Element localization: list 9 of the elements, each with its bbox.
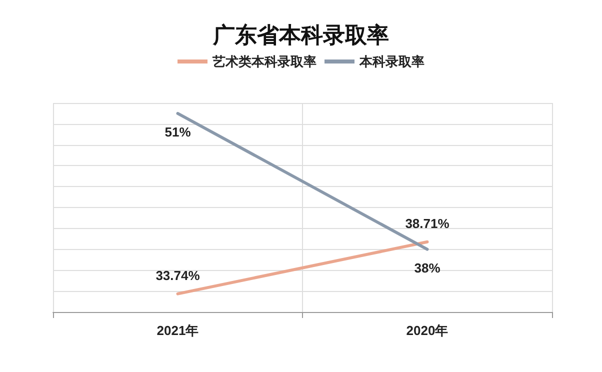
x-tick-label: 2020年	[406, 323, 448, 338]
data-label: 33.74%	[156, 268, 200, 283]
data-label: 38.71%	[405, 216, 450, 231]
legend-label: 艺术类本科录取率	[212, 54, 316, 69]
data-label: 51%	[164, 124, 192, 140]
chart-title: 广东省本科录取率	[212, 22, 389, 48]
data-label: 38%	[414, 260, 441, 276]
x-tick-label: 2021年	[156, 323, 199, 338]
legend-label: 本科录取率	[358, 54, 424, 69]
